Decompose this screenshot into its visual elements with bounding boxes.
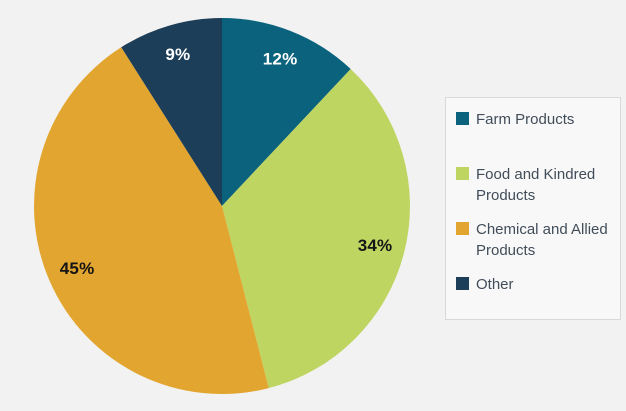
legend-label: Food and Kindred Products (476, 166, 596, 204)
pie-slice-value-label: 45% (60, 259, 95, 278)
pie-slice-value-label: 9% (165, 45, 190, 64)
legend: Farm Products Food and Kindred Products Ch… (445, 97, 621, 320)
pie-slice-value-label: 34% (358, 236, 393, 255)
legend-item-chemical-and-allied-products: Chemical and Allied Products (456, 216, 612, 271)
legend-label: Other (476, 276, 514, 293)
pie-chart-area: 12% 34% 45% 9% (34, 18, 410, 394)
legend-swatch-icon (456, 277, 469, 290)
legend-label: Farm Products (476, 111, 575, 128)
legend-item-other: Other (456, 271, 612, 326)
pie-slice-chemical-and-allied-products (34, 47, 269, 394)
pie-chart: 12% 34% 45% 9% (34, 18, 410, 394)
legend-swatch-icon (456, 167, 469, 180)
pie-slice-other (121, 18, 222, 206)
legend-swatch-icon (456, 112, 469, 125)
legend-item-food-and-kindred-products: Food and Kindred Products (456, 161, 612, 216)
pie-slice-value-label: 12% (263, 50, 298, 69)
pie-slice-food-and-kindred-products (222, 68, 410, 389)
legend-label: Chemical and Allied Products (476, 221, 608, 259)
legend-swatch-icon (456, 222, 469, 235)
legend-item-farm-products: Farm Products (456, 106, 612, 161)
pie-slice-farm-products (222, 18, 351, 206)
